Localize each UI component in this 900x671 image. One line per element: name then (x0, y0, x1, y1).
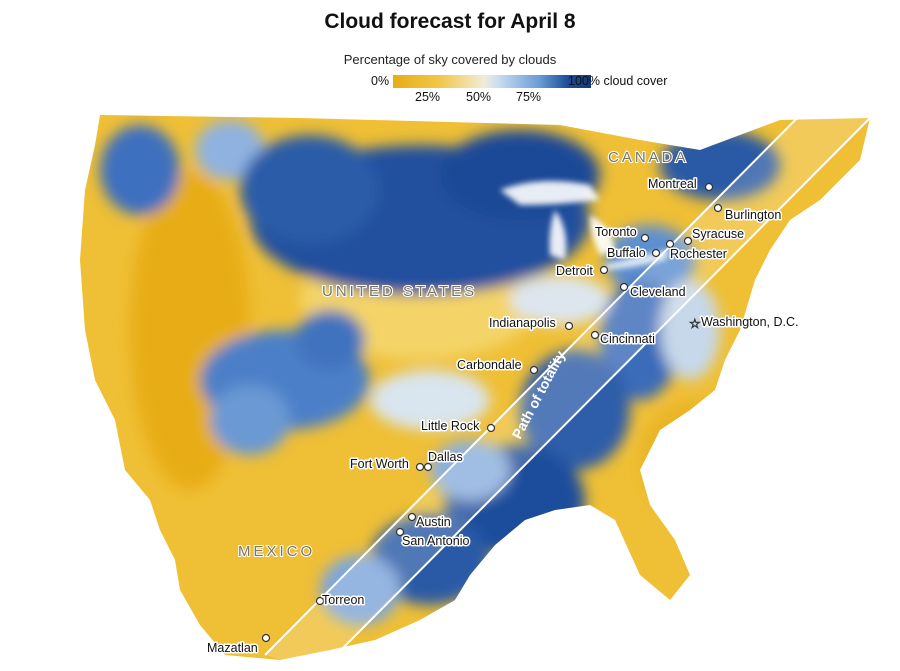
city-label-indianapolis: Indianapolis (489, 316, 556, 330)
city-austin: Austin (407, 512, 452, 531)
city-san-antonio: San Antonio (395, 527, 471, 550)
city-label-mazatlan: Mazatlan (207, 641, 258, 655)
legend-max-label: 100% cloud cover (568, 74, 668, 88)
city-label-syracuse: Syracuse (692, 227, 744, 241)
city-burlington: Burlington (713, 203, 783, 224)
city-label-washington-dc: Washington, D.C. (701, 315, 799, 329)
country-label-mexico: MEXICO (238, 543, 315, 560)
legend-gradient-bar (393, 75, 591, 88)
legend-min-label: 0% (371, 74, 390, 88)
city-cincinnati: Cincinnati (590, 331, 656, 348)
city-label-carbondale: Carbondale (457, 358, 522, 372)
city-label-little-rock: Little Rock (421, 419, 480, 433)
city-syracuse: Syracuse (683, 226, 746, 246)
city-label-san-antonio: San Antonio (402, 534, 469, 548)
map-title: Cloud forecast for April 8 (324, 10, 576, 33)
city-label-fort-worth: Fort Worth (350, 457, 409, 471)
city-washington-dc: ☆ Washington, D.C. (689, 314, 800, 332)
legend-tick-25: 25% (415, 90, 441, 104)
capital-star-icon: ☆ (689, 316, 701, 331)
city-little-rock: Little Rock (420, 418, 496, 435)
city-detroit: Detroit (555, 263, 609, 280)
city-label-detroit: Detroit (556, 264, 593, 278)
country-label-united-states: UNITED STATES (322, 283, 477, 300)
city-cleveland: Cleveland (619, 282, 687, 301)
city-label-cleveland: Cleveland (630, 285, 686, 299)
city-label-montreal: Montreal (648, 177, 697, 191)
city-label-burlington: Burlington (725, 208, 781, 222)
city-mazatlan: Mazatlan (206, 633, 271, 657)
city-dallas: Dallas (423, 449, 464, 472)
city-torreon: Torreon (315, 592, 366, 609)
legend-tick-50: 50% (466, 90, 492, 104)
city-label-dallas: Dallas (428, 450, 463, 464)
city-toronto: Toronto (594, 224, 650, 243)
color-legend: 0% 100% cloud cover 25% 50% 75% (363, 72, 693, 106)
city-fort-worth: Fort Worth (349, 456, 425, 473)
country-label-canada: CANADA (608, 149, 689, 166)
city-label-torreon: Torreon (322, 593, 364, 607)
city-label-rochester: Rochester (670, 247, 727, 261)
city-montreal: Montreal (647, 176, 714, 193)
city-carbondale: Carbondale (456, 357, 539, 375)
city-label-toronto: Toronto (595, 225, 637, 239)
city-label-cincinnati: Cincinnati (600, 332, 655, 346)
legend-tick-75: 75% (516, 90, 542, 104)
city-rochester: Rochester (665, 239, 728, 263)
city-indianapolis: Indianapolis (488, 315, 574, 332)
city-label-austin: Austin (416, 515, 451, 529)
city-label-buffalo: Buffalo (607, 246, 646, 260)
city-buffalo: Buffalo (606, 245, 661, 262)
path-of-totality: Path of totality (264, 99, 871, 671)
legend-subtitle: Percentage of sky covered by clouds (343, 52, 557, 67)
